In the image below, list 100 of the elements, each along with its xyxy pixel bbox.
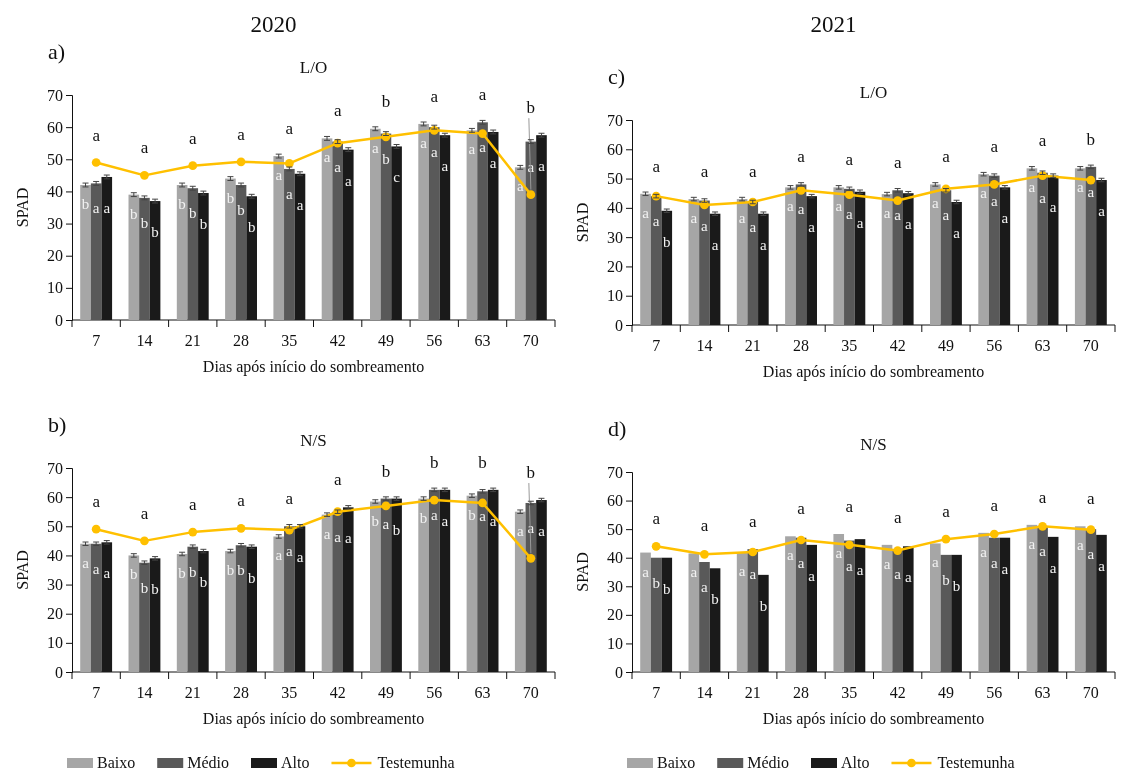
x-axis-title: Dias após início do sombreamento <box>202 358 425 376</box>
text: c) <box>608 64 626 89</box>
data-label: a <box>479 508 487 525</box>
data-label: b <box>371 512 380 529</box>
x-axis-title: Dias após início do sombreamento <box>762 710 985 728</box>
data-label: a <box>1028 535 1036 552</box>
data-label: b <box>381 461 391 481</box>
data-label: c <box>393 169 401 186</box>
data-label: a <box>856 214 864 231</box>
data-label: a <box>188 495 197 515</box>
y-tick-label: 0 <box>55 663 63 681</box>
data-label: b <box>130 205 138 222</box>
data-label: a <box>323 149 331 166</box>
data-label: b <box>663 233 671 250</box>
x-tick-label: 7 <box>92 332 101 349</box>
data-label: b <box>711 591 719 608</box>
x-axis-title: Dias após início do sombreamento <box>762 363 985 381</box>
legend-label: Testemunha <box>377 754 455 771</box>
data-label: a <box>516 178 524 195</box>
data-label: a <box>538 523 546 540</box>
x-tick-label: 28 <box>793 337 810 354</box>
data-label: b <box>178 564 186 581</box>
y-axis-title: SPAD <box>574 552 591 592</box>
x-tick-label: 7 <box>652 337 661 354</box>
data-label: b <box>663 580 671 597</box>
data-label: a <box>333 470 342 490</box>
data-label: a <box>333 101 342 121</box>
data-label: b <box>81 196 90 212</box>
data-label: b <box>478 452 487 472</box>
x-tick-label: 63 <box>474 332 491 349</box>
x-tick-label: 49 <box>937 337 954 354</box>
data-label: b <box>237 562 245 579</box>
x-tick-label: 63 <box>474 684 491 701</box>
x-tick-label: 56 <box>986 337 1003 354</box>
data-label: a <box>1028 179 1036 196</box>
legend-label: Baixo <box>657 754 696 771</box>
data-label: b <box>130 566 138 583</box>
data-label: a <box>103 565 111 582</box>
data-label: a <box>1039 189 1047 206</box>
chart-subtitle: 2020 <box>250 12 297 37</box>
data-label: a <box>516 522 524 539</box>
x-tick-label: 42 <box>889 337 906 354</box>
legend-label: Médio <box>747 754 789 771</box>
data-label: b <box>382 150 390 167</box>
text: a) <box>48 39 66 64</box>
data-label: a <box>1087 489 1096 509</box>
data-label: a <box>1098 203 1106 220</box>
data-label: b <box>468 506 476 523</box>
data-label: a <box>1049 559 1057 576</box>
y-tick-label: 10 <box>607 287 623 305</box>
data-label: a <box>748 512 757 532</box>
data-label: a <box>478 85 487 105</box>
data-label: a <box>953 225 961 241</box>
y-tick-label: 20 <box>607 258 623 276</box>
y-tick-label: 70 <box>47 459 63 477</box>
data-label: b <box>392 521 401 538</box>
data-label: a <box>797 554 805 571</box>
x-tick-label: 49 <box>377 332 394 349</box>
data-label: a <box>893 507 902 527</box>
data-label: b <box>189 205 197 222</box>
x-tick-label: 70 <box>1082 337 1099 354</box>
y-tick-label: 50 <box>47 150 63 168</box>
data-label: a <box>904 569 912 586</box>
x-tick-label: 35 <box>281 684 298 701</box>
x-tick-label: 63 <box>1034 337 1051 354</box>
data-label: b <box>226 189 235 206</box>
y-tick-label: 30 <box>47 576 63 594</box>
y-tick-label: 50 <box>607 170 623 188</box>
y-tick-label: 30 <box>607 228 623 246</box>
data-label: a <box>140 138 149 158</box>
x-tick-label: 14 <box>696 684 713 701</box>
chart-title: L/O <box>299 58 328 77</box>
data-label: a <box>1038 131 1047 151</box>
data-label: a <box>846 557 854 574</box>
y-tick-label: 20 <box>47 605 63 623</box>
data-label: a <box>527 519 535 536</box>
data-label: a <box>990 554 998 571</box>
data-label: a <box>237 124 246 144</box>
y-tick-label: 60 <box>47 488 63 506</box>
x-tick-label: 42 <box>329 684 346 701</box>
x-tick-label: 21 <box>184 332 201 349</box>
y-tick-label: 20 <box>47 247 63 265</box>
data-label: a <box>652 213 660 230</box>
data-label: a <box>92 125 101 145</box>
y-tick-label: 0 <box>615 663 623 681</box>
x-tick-label: 70 <box>1082 684 1099 701</box>
x-tick-label: 49 <box>937 684 954 701</box>
data-label: a <box>430 86 439 106</box>
data-label: a <box>334 528 342 545</box>
x-tick-label: 14 <box>136 684 153 701</box>
data-label: a <box>797 499 806 519</box>
x-tick-label: 28 <box>233 684 250 701</box>
data-label: a <box>856 562 864 579</box>
data-label: a <box>92 200 100 217</box>
data-label: a <box>344 172 352 189</box>
data-label: b <box>526 98 536 118</box>
y-tick-label: 10 <box>607 635 623 653</box>
y-tick-label: 0 <box>55 311 63 329</box>
data-label: a <box>1087 546 1095 563</box>
y-tick-label: 40 <box>607 199 623 217</box>
